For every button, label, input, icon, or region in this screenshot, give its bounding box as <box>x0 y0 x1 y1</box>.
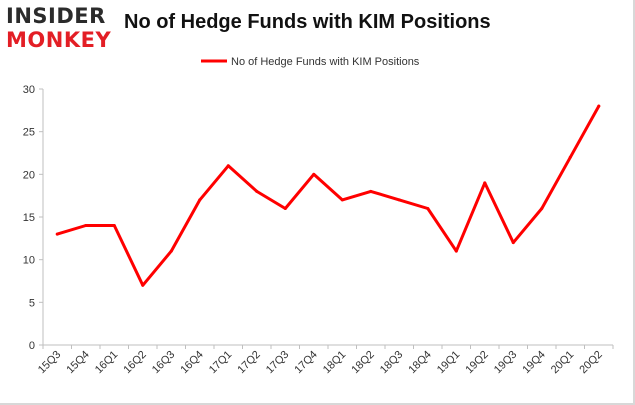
x-tick-label: 18Q1 <box>321 349 349 377</box>
x-tick-label: 18Q4 <box>406 349 434 377</box>
logo-text-bottom: MONKEY <box>6 28 112 52</box>
x-tick-label: 19Q2 <box>463 349 491 377</box>
data-point <box>169 249 173 253</box>
data-point <box>112 224 116 228</box>
y-tick-label: 25 <box>23 127 35 139</box>
insider-monkey-logo: INSIDER MONKEY <box>6 4 118 56</box>
y-tick-label: 5 <box>29 297 35 309</box>
x-tick-label: 20Q1 <box>549 349 577 377</box>
data-point <box>568 155 572 159</box>
legend: No of Hedge Funds with KIM Positions <box>201 56 420 68</box>
data-point <box>483 181 487 185</box>
y-tick-label: 0 <box>29 340 35 352</box>
x-tick-label: 18Q3 <box>378 349 406 377</box>
data-point <box>226 164 230 168</box>
x-tick-label: 19Q4 <box>520 349 548 377</box>
y-tick-label: 20 <box>23 169 35 181</box>
data-point <box>312 172 316 176</box>
data-point <box>340 198 344 202</box>
x-tick-label: 17Q1 <box>207 349 235 377</box>
y-tick-label: 10 <box>23 255 35 267</box>
x-tick-label: 17Q4 <box>292 349 320 377</box>
x-tick-label: 19Q3 <box>492 349 520 377</box>
x-tick-label: 20Q2 <box>577 349 605 377</box>
data-point <box>369 189 373 193</box>
data-point <box>283 206 287 210</box>
y-tick-label: 30 <box>23 84 35 96</box>
x-tick-label: 19Q1 <box>435 349 463 377</box>
series-line <box>55 104 601 287</box>
y-tick-label: 15 <box>23 212 35 224</box>
x-tick-label: 18Q2 <box>349 349 377 377</box>
data-point <box>597 104 601 108</box>
data-point <box>84 224 88 228</box>
data-point <box>540 206 544 210</box>
data-point <box>255 189 259 193</box>
legend-label: No of Hedge Funds with KIM Positions <box>231 56 420 68</box>
logo-text-top: INSIDER <box>6 4 106 28</box>
data-point <box>198 198 202 202</box>
x-tick-label: 16Q1 <box>93 349 121 377</box>
data-point <box>454 249 458 253</box>
data-point <box>511 241 515 245</box>
data-point <box>141 283 145 287</box>
x-tick-label: 17Q3 <box>264 349 292 377</box>
data-point <box>397 198 401 202</box>
x-tick-label: 16Q2 <box>121 349 149 377</box>
data-point <box>426 206 430 210</box>
x-tick-label: 16Q4 <box>178 349 206 377</box>
x-tick-label: 17Q2 <box>235 349 263 377</box>
chart-title: No of Hedge Funds with KIM Positions <box>124 11 491 33</box>
data-point <box>55 232 59 236</box>
x-tick-label: 16Q3 <box>150 349 178 377</box>
x-tick-label: 15Q3 <box>36 349 64 377</box>
x-tick-label: 15Q4 <box>64 349 92 377</box>
